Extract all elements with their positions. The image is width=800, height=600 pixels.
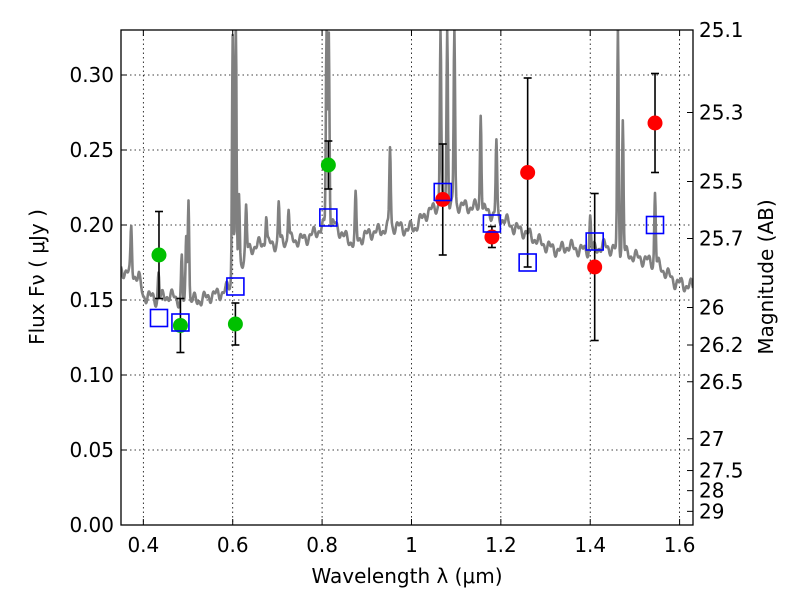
x-tick-label: 1 — [405, 533, 418, 557]
green-data-point — [227, 316, 243, 332]
x-tick-label: 1.6 — [664, 533, 696, 557]
red-data-point — [520, 165, 536, 180]
x-axis-label: Wavelength λ (μm) — [311, 564, 502, 588]
spectrum-line — [121, 30, 693, 309]
x-tick-label: 0.4 — [127, 533, 159, 557]
model-square-point — [149, 308, 169, 328]
y-tick-label: 0.20 — [69, 213, 114, 237]
y2-tick-label: 25.7 — [699, 227, 744, 251]
model-square-point — [518, 253, 537, 272]
y-tick-label: 0.30 — [69, 63, 114, 87]
y2-tick-label: 26.5 — [699, 370, 744, 394]
y-axis-label: Flux Fν ( μJy ) — [25, 209, 49, 345]
green-data-point — [151, 247, 167, 263]
model-square-point — [171, 313, 190, 332]
plot-frame — [120, 29, 694, 526]
y2-tick-label: 29 — [699, 499, 724, 523]
y-tick-label: 0.10 — [69, 363, 114, 387]
model-square-point — [433, 182, 453, 202]
y2-tick-label: 25.3 — [699, 101, 744, 125]
red-data-point — [435, 192, 451, 207]
y-tick-label: 0.15 — [69, 288, 114, 312]
y2-tick-label: 27.5 — [699, 459, 744, 483]
x-tick-label: 1.2 — [485, 533, 517, 557]
y-tick-label: 0.05 — [69, 438, 114, 462]
axis-ticks: 0.4 0.6 0.8 1 1.2 1.4 1.6 0.00 0.05 0.10 0.15 0.20 0… — [69, 18, 743, 557]
model-square-point — [226, 277, 245, 296]
y2-tick-label: 27 — [699, 427, 724, 451]
red-data-point — [647, 115, 663, 131]
model-square-point — [482, 214, 502, 233]
x-tick-label: 0.6 — [217, 533, 249, 557]
y2-tick-label: 26 — [699, 296, 724, 320]
y-tick-label: 0.25 — [69, 138, 114, 162]
model-square-point — [585, 232, 604, 251]
model-square-point — [645, 215, 665, 235]
data-points — [149, 72, 665, 354]
y2-tick-label: 26.2 — [699, 333, 744, 357]
plot-background — [121, 30, 693, 525]
y2-tick-label: 28 — [699, 479, 724, 503]
y2-tick-label: 25.5 — [699, 170, 744, 194]
model-spectrum — [121, 30, 693, 309]
x-tick-label: 1.4 — [574, 533, 606, 557]
y2-axis-label: Magnitude (AB) — [754, 199, 778, 354]
red-data-point — [587, 259, 603, 275]
model-square-point — [319, 208, 338, 227]
y2-tick-label: 25.1 — [699, 18, 744, 42]
green-data-point — [320, 157, 336, 173]
green-data-point — [172, 318, 188, 333]
red-data-point — [484, 229, 500, 245]
y-tick-label: 0.00 — [69, 513, 114, 537]
x-tick-label: 0.8 — [306, 533, 338, 557]
